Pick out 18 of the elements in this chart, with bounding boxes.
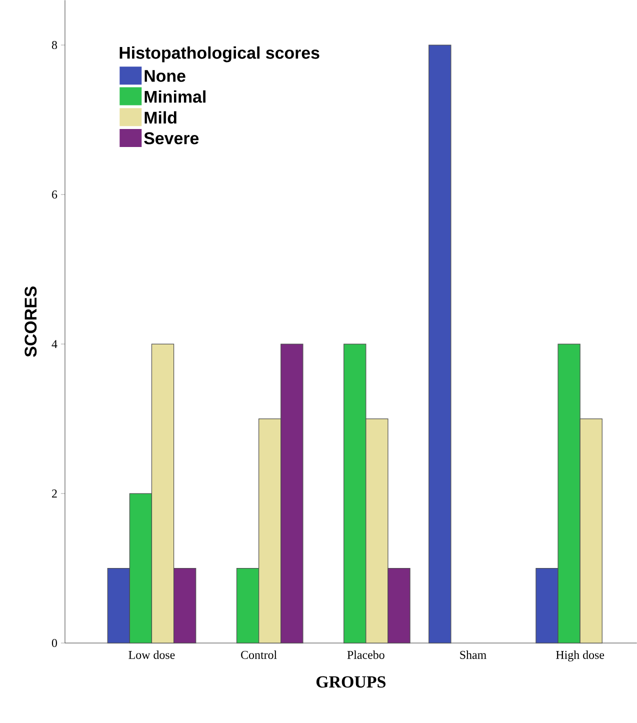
y-tick-label: 0: [52, 638, 57, 648]
y-tick-label: 8: [52, 41, 57, 50]
y-axis-title: SCORES: [24, 286, 37, 357]
bar: [428, 44, 452, 644]
y-tick-label: 4: [52, 340, 58, 348]
x-tick-label: Control: [241, 650, 277, 659]
x-axis-title: GROUPS: [316, 676, 386, 688]
y-tick-label: 6: [52, 190, 58, 199]
legend-title: Histopathological scores: [120, 46, 320, 62]
x-tick-label: Sham: [460, 650, 486, 659]
legend-label: Mild: [144, 111, 176, 124]
y-tick-label: 2: [52, 490, 57, 498]
x-tick-label: Low dose: [128, 650, 175, 659]
legend-label: Severe: [144, 132, 199, 144]
x-tick-label: High dose: [556, 650, 604, 662]
legend-label: Minimal: [144, 90, 206, 103]
x-tick-label: Placebo: [347, 650, 384, 659]
legend-label: None: [144, 70, 186, 82]
